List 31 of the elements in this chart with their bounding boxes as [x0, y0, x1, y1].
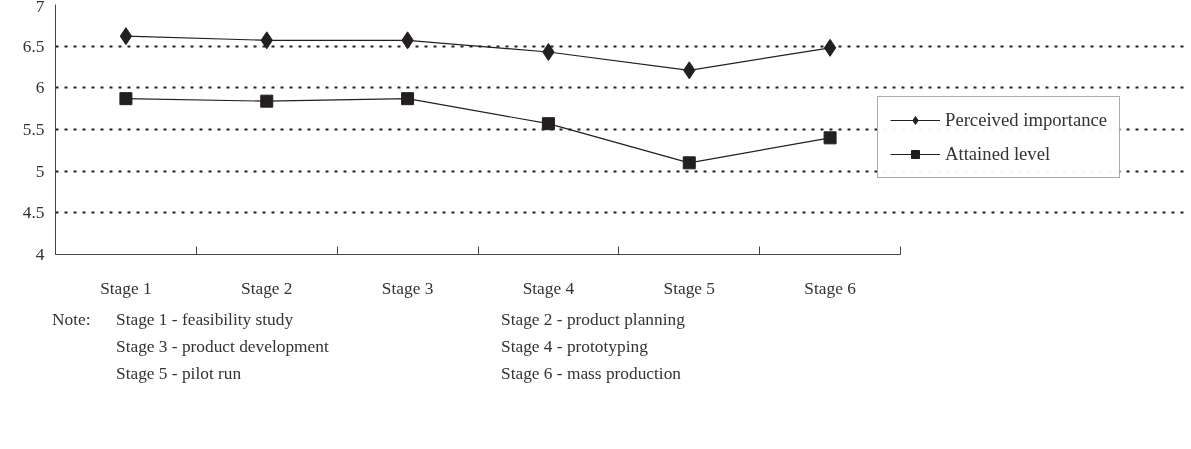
- legend-label: Perceived importance: [945, 109, 1108, 131]
- point: [823, 131, 837, 145]
- y-tick-label: 7: [35, 0, 45, 16]
- point: [119, 92, 133, 106]
- x-tick-label: Stage 1: [100, 278, 152, 298]
- point: [823, 38, 837, 57]
- point: [119, 27, 133, 46]
- point: [260, 94, 274, 108]
- text: Stage 6 - mass production: [501, 363, 681, 385]
- text: Note:: [52, 309, 91, 331]
- text: Stage 3 - product development: [116, 336, 329, 358]
- text: Stage 2 - product planning: [501, 309, 685, 331]
- text: Stage 4 - prototyping: [501, 336, 648, 358]
- text: Stage 1 - feasibility study: [116, 309, 294, 331]
- point: [541, 117, 555, 131]
- point: [542, 43, 555, 61]
- x-tick-label: Stage 3: [381, 278, 434, 298]
- point: [682, 156, 696, 170]
- legend-label: Attained level: [945, 143, 1051, 165]
- y-tick-label: 4: [35, 245, 45, 264]
- y-tick-label: 6: [35, 78, 45, 98]
- point: [401, 92, 415, 106]
- y-tick-label: 6.5: [22, 36, 45, 56]
- y-tick-label: 5.5: [22, 120, 45, 139]
- x-tick-label: Stage 6: [804, 278, 857, 298]
- text: Stage 5 - pilot run: [116, 363, 242, 385]
- y-tick-label: 5: [35, 161, 45, 181]
- x-tick-label: Stage 2: [241, 278, 293, 298]
- x-tick-label: Stage 4: [522, 278, 575, 298]
- y-tick-label: 4.5: [22, 203, 45, 223]
- x-tick-label: Stage 5: [663, 278, 715, 298]
